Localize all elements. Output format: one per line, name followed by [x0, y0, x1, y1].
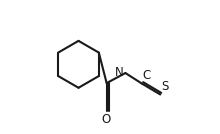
Text: O: O	[101, 113, 110, 126]
Text: S: S	[162, 80, 169, 93]
Text: C: C	[143, 69, 151, 82]
Text: N: N	[115, 66, 124, 79]
